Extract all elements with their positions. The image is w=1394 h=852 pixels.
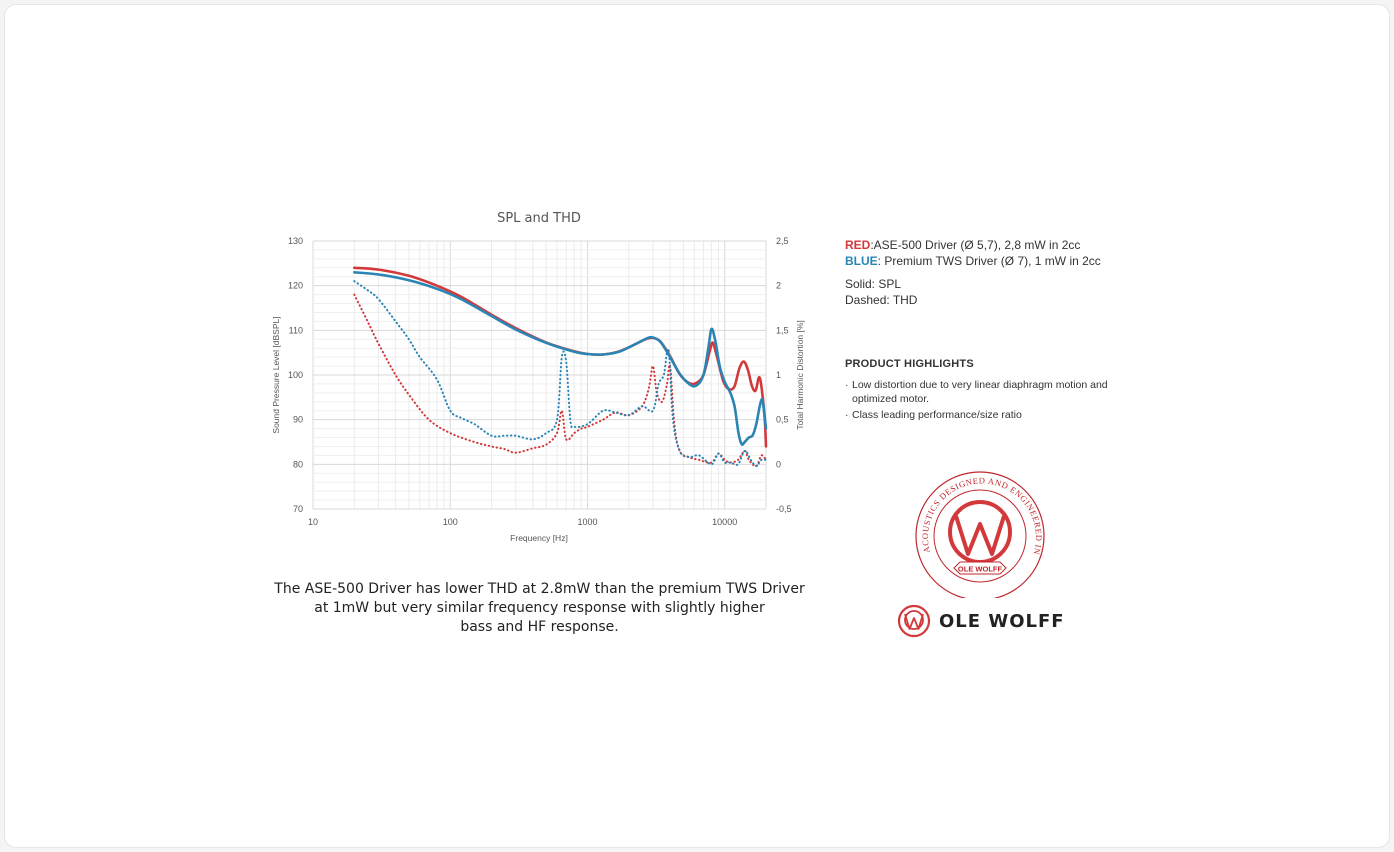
chart-title: SPL and THD [497, 211, 581, 226]
grid [312, 240, 767, 510]
highlight-item: Class leading performance/size ratio [845, 408, 1152, 422]
legend-blue-key: BLUE [845, 254, 878, 268]
legend-blue-text: : Premium TWS Driver (Ø 7), 1 mW in 2cc [877, 254, 1101, 268]
x-tick-label: 10000 [712, 517, 737, 527]
y2-axis-label: Total Harmonic Distortion [%] [795, 320, 805, 430]
legend-solid: Solid: SPL [845, 277, 902, 291]
y-tick-label: 120 [288, 281, 303, 291]
y2-tick-label: 2,5 [776, 236, 789, 246]
y-tick-label: 80 [293, 459, 303, 469]
y-tick-label: 110 [289, 325, 303, 335]
legend-blue: BLUE: Premium TWS Driver (Ø 7), 1 mW in … [845, 253, 1101, 269]
y2-tick-label: -0,5 [776, 504, 792, 514]
seal-ribbon-text: OLE WOLFF [958, 565, 1003, 574]
y-axis-label: Sound Pressure Level [dBSPL] [271, 316, 281, 433]
blue-thd-series-line [353, 280, 767, 468]
caption-line: The ASE-500 Driver has lower THD at 2.8m… [274, 581, 805, 597]
highlights-title: PRODUCT HIGHLIGHTS [845, 358, 974, 370]
legend: RED:ASE-500 Driver (Ø 5,7), 2,8 mW in 2c… [845, 237, 1101, 308]
y2-tick-label: 0 [776, 459, 781, 469]
acoustics-seal-logo: ACOUSTICS DESIGNED AND ENGINEERED IN DEN… [910, 468, 1045, 598]
x-tick-label: 1000 [577, 517, 597, 527]
svg-text:ACOUSTICS DESIGNED AND ENGINEE: ACOUSTICS DESIGNED AND ENGINEERED IN DEN… [910, 468, 1044, 556]
y-tick-label: 70 [293, 504, 303, 514]
red-thd-series-line [353, 293, 767, 468]
brand-name: OLE WOLFF [939, 610, 1065, 632]
y2-tick-label: 0,5 [776, 415, 789, 425]
tick-labels: 10 100 1000 10000 70 80 90 100 110 120 130 -0,5 0 0,5… [288, 236, 792, 527]
brand: OLE WOLFF [897, 604, 1065, 638]
y-tick-label: 100 [288, 370, 303, 380]
y2-tick-label: 2 [776, 281, 781, 291]
caption-line: bass and HF response. [460, 619, 619, 635]
product-highlights: PRODUCT HIGHLIGHTS Low distortion due to… [845, 358, 1152, 424]
seal-arc-text: ACOUSTICS DESIGNED AND ENGINEERED IN DEN… [910, 468, 1043, 556]
legend-red-text: :ASE-500 Driver (Ø 5,7), 2,8 mW in 2cc [870, 238, 1081, 252]
ole-wolff-logo-icon [897, 604, 931, 638]
chart-caption: The ASE-500 Driver has lower THD at 2.8m… [262, 580, 817, 637]
content-card [4, 4, 1390, 848]
caption-line: at 1mW but very similar frequency respon… [314, 600, 765, 616]
x-tick-label: 10 [308, 517, 318, 527]
legend-dashed: Dashed: THD [845, 293, 918, 307]
y2-tick-label: 1,5 [776, 325, 789, 335]
legend-red: RED:ASE-500 Driver (Ø 5,7), 2,8 mW in 2c… [845, 237, 1101, 253]
y-tick-label: 130 [288, 236, 303, 246]
series-group [353, 266, 768, 468]
blue-spl-series-line [353, 271, 768, 446]
legend-red-key: RED [845, 238, 871, 252]
x-tick-label: 100 [443, 517, 458, 527]
y-tick-label: 90 [293, 415, 303, 425]
highlight-item: Low distortion due to very linear diaphr… [845, 378, 1152, 406]
x-axis-label: Frequency [Hz] [510, 533, 568, 543]
y2-tick-label: 1 [776, 370, 781, 380]
